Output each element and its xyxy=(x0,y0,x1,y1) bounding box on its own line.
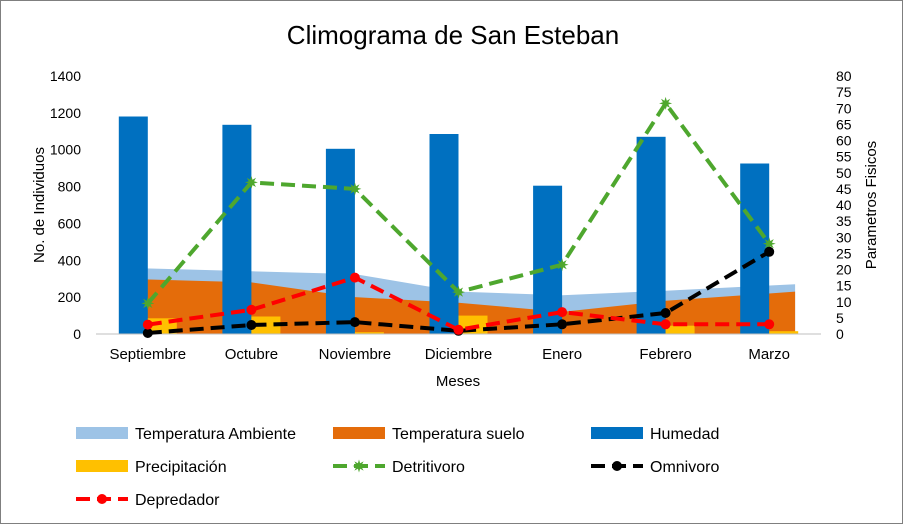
y2-tick-label: 75 xyxy=(836,84,852,100)
y-tick-label: 200 xyxy=(58,289,82,305)
point-depredador-noviembre xyxy=(349,272,360,283)
legend-label: Omnivoro xyxy=(650,459,719,476)
legend-item-detritivoro: Detritivoro xyxy=(333,459,465,476)
point-detritivoro-marzo xyxy=(762,237,776,251)
y2-tick-label: 35 xyxy=(836,213,852,229)
legend-item-precipitacion: Precipitación xyxy=(76,459,227,476)
legend-item-omnivoro: Omnivoro xyxy=(591,459,719,476)
y2-tick-label: 70 xyxy=(836,100,852,116)
bar-precipitacion-noviembre xyxy=(354,332,384,334)
x-tick-label-diciembre: Diciembre xyxy=(425,346,493,363)
y2-tick-label: 0 xyxy=(836,326,844,342)
legend-label: Temperatura suelo xyxy=(392,426,525,443)
y2-tick-label: 25 xyxy=(836,245,852,261)
point-detritivoro-noviembre xyxy=(348,182,362,196)
y-tick-label: 1400 xyxy=(50,68,81,84)
point-depredador-septiembre xyxy=(142,319,153,330)
y-tick-label: 600 xyxy=(58,215,82,231)
legend-label: Depredador xyxy=(135,492,220,509)
bar-humedad-septiembre xyxy=(118,116,148,334)
point-depredador-diciembre xyxy=(453,324,464,335)
y2-tick-label: 40 xyxy=(836,197,852,213)
legend-label: Temperatura Ambiente xyxy=(135,426,296,443)
x-tick-label-febrero: Febrero xyxy=(639,346,692,363)
point-omnivoro-septiembre xyxy=(142,328,153,338)
y2-tick-label: 65 xyxy=(836,116,852,132)
bar-precipitacion-febrero xyxy=(665,325,695,334)
y-tick-label: 0 xyxy=(73,326,81,342)
legend-marker xyxy=(352,459,366,473)
y-axis-title: No. de Individuos xyxy=(31,147,48,263)
legend-swatch xyxy=(591,427,643,439)
legend-item-temperatura-suelo: Temperatura suelo xyxy=(333,426,525,443)
y2-tick-label: 15 xyxy=(836,278,852,294)
y2-tick-label: 50 xyxy=(836,165,852,181)
bar-humedad-diciembre xyxy=(429,134,459,334)
y-tick-label: 1000 xyxy=(50,142,81,158)
x-tick-label-noviembre: Noviembre xyxy=(319,346,392,363)
bars-layer xyxy=(118,116,799,334)
y-tick-label: 800 xyxy=(58,179,82,195)
point-detritivoro-septiembre xyxy=(141,296,155,310)
y-axis-ticks: 0 200 400 600 800 1000 1200 1400 xyxy=(50,68,81,342)
legend-swatch xyxy=(76,427,128,439)
bar-humedad-marzo xyxy=(740,163,770,334)
legend-item-depredador: Depredador xyxy=(76,492,220,509)
legend-label: Detritivoro xyxy=(392,459,465,476)
y2-tick-label: 5 xyxy=(836,310,844,326)
point-depredador-octubre xyxy=(246,304,257,315)
point-omnivoro-febrero xyxy=(660,308,671,318)
bar-precipitacion-marzo xyxy=(769,331,799,334)
point-omnivoro-marzo xyxy=(764,246,775,257)
point-omnivoro-octubre xyxy=(246,320,257,330)
bar-humedad-noviembre xyxy=(325,148,355,334)
point-detritivoro-octubre xyxy=(244,175,258,189)
y2-tick-label: 30 xyxy=(836,229,852,245)
lines-layer xyxy=(141,96,776,338)
x-tick-label-octubre: Octubre xyxy=(225,346,278,363)
legend-marker xyxy=(97,494,107,504)
y-tick-label: 400 xyxy=(58,252,82,268)
point-depredador-enero xyxy=(557,307,568,318)
legend-item-humedad: Humedad xyxy=(591,426,719,443)
bar-humedad-febrero xyxy=(636,136,666,334)
y2-tick-label: 45 xyxy=(836,181,852,197)
y2-tick-label: 60 xyxy=(836,133,852,149)
x-axis-title: Meses xyxy=(436,373,480,390)
point-omnivoro-noviembre xyxy=(349,317,360,328)
y2-axis-title: Parametros Fisicos xyxy=(863,141,880,269)
legend: Temperatura Ambiente Temperatura suelo Hum… xyxy=(76,426,719,509)
x-tick-label-septiembre: Septiembre xyxy=(109,346,186,363)
legend-label: Humedad xyxy=(650,426,719,443)
x-axis-categories: Septiembre Octubre Noviembre Diciembre Enero… xyxy=(109,346,790,363)
point-depredador-marzo xyxy=(764,319,775,330)
point-detritivoro-diciembre xyxy=(452,285,465,299)
x-tick-label-enero: Enero xyxy=(542,346,582,363)
y2-tick-label: 20 xyxy=(836,262,852,278)
point-omnivoro-enero xyxy=(557,319,568,330)
y-tick-label: 1200 xyxy=(50,105,81,121)
point-depredador-febrero xyxy=(660,319,671,330)
point-detritivoro-febrero xyxy=(659,96,673,110)
legend-swatch xyxy=(333,427,385,439)
bar-humedad-octubre xyxy=(222,124,252,334)
y2-tick-label: 55 xyxy=(836,149,852,165)
legend-marker xyxy=(612,461,622,471)
bar-humedad-enero xyxy=(533,185,563,334)
x-tick-label-marzo: Marzo xyxy=(748,346,790,363)
point-detritivoro-enero xyxy=(555,258,569,272)
legend-item-temperatura-ambiente: Temperatura Ambiente xyxy=(76,426,296,443)
legend-label: Precipitación xyxy=(135,459,227,476)
y2-tick-label: 10 xyxy=(836,294,852,310)
legend-swatch xyxy=(76,460,128,472)
chart-title: Climograma de San Esteban xyxy=(287,20,619,50)
y2-tick-label: 80 xyxy=(836,68,852,84)
